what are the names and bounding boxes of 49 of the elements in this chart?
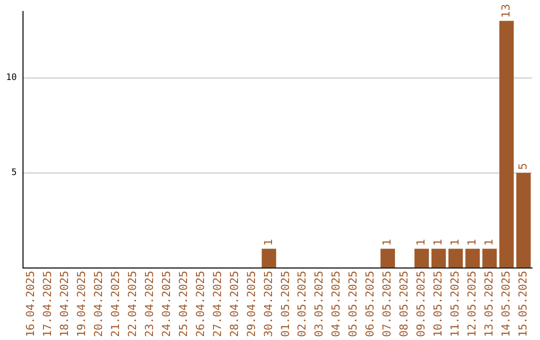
data-label: 1 — [465, 238, 478, 246]
data-label: 1 — [432, 238, 445, 246]
data-label: 5 — [516, 162, 530, 170]
data-label: 1 — [414, 238, 428, 246]
x-tick-label: 02.05.2025 — [296, 270, 309, 338]
x-tick-label: 01.05.2025 — [278, 270, 292, 338]
data-label: 1 — [380, 238, 394, 246]
bar — [448, 248, 463, 268]
bar — [482, 248, 497, 268]
x-tick-label: 22.04.2025 — [126, 270, 140, 338]
x-tick-label: 05.05.2025 — [346, 270, 360, 338]
x-tick-label: 24.04.2025 — [160, 270, 173, 338]
x-tick-label: 10.05.2025 — [432, 270, 445, 338]
x-tick-label: 20.04.2025 — [92, 270, 106, 338]
x-tick-label: 12.05.2025 — [465, 270, 478, 338]
x-tick-label: 03.05.2025 — [312, 270, 326, 338]
bar — [516, 172, 531, 268]
x-tick-label: 06.05.2025 — [364, 270, 377, 338]
x-tick-label: 30.04.2025 — [262, 270, 275, 338]
x-tick-label: 08.05.2025 — [398, 270, 411, 338]
x-tick-label: 17.04.2025 — [41, 270, 54, 338]
x-tick-label: 11.05.2025 — [448, 270, 462, 338]
x-tick-label: 26.04.2025 — [194, 270, 207, 338]
bar — [465, 248, 480, 268]
x-tick-label: 04.05.2025 — [330, 270, 343, 338]
y-tick-label: 10 — [6, 73, 17, 84]
x-tick-label: 18.04.2025 — [58, 270, 72, 338]
bar — [262, 248, 276, 268]
x-tick-label: 29.04.2025 — [244, 270, 258, 338]
x-tick-label: 21.04.2025 — [109, 270, 122, 338]
bar — [431, 248, 446, 268]
x-tick-label: 28.04.2025 — [228, 270, 241, 338]
x-tick-label: 27.04.2025 — [210, 270, 224, 338]
x-tick-label: 19.04.2025 — [75, 270, 88, 338]
data-label: 13 — [499, 4, 512, 18]
x-tick-label: 09.05.2025 — [414, 270, 428, 338]
x-tick-label: 07.05.2025 — [380, 270, 394, 338]
x-tick-label: 14.05.2025 — [499, 270, 512, 338]
data-label: 1 — [448, 238, 462, 246]
x-tick-label: 25.04.2025 — [176, 270, 190, 338]
data-label: 1 — [482, 238, 496, 246]
x-tick-label: 15.05.2025 — [516, 270, 530, 338]
x-tick-label: 16.04.2025 — [24, 270, 38, 338]
data-label: 1 — [262, 238, 275, 246]
bar — [414, 248, 429, 268]
x-tick-label: 23.04.2025 — [142, 270, 156, 338]
bar — [499, 20, 514, 268]
bar — [380, 248, 395, 268]
x-tick-label: 13.05.2025 — [482, 270, 496, 338]
